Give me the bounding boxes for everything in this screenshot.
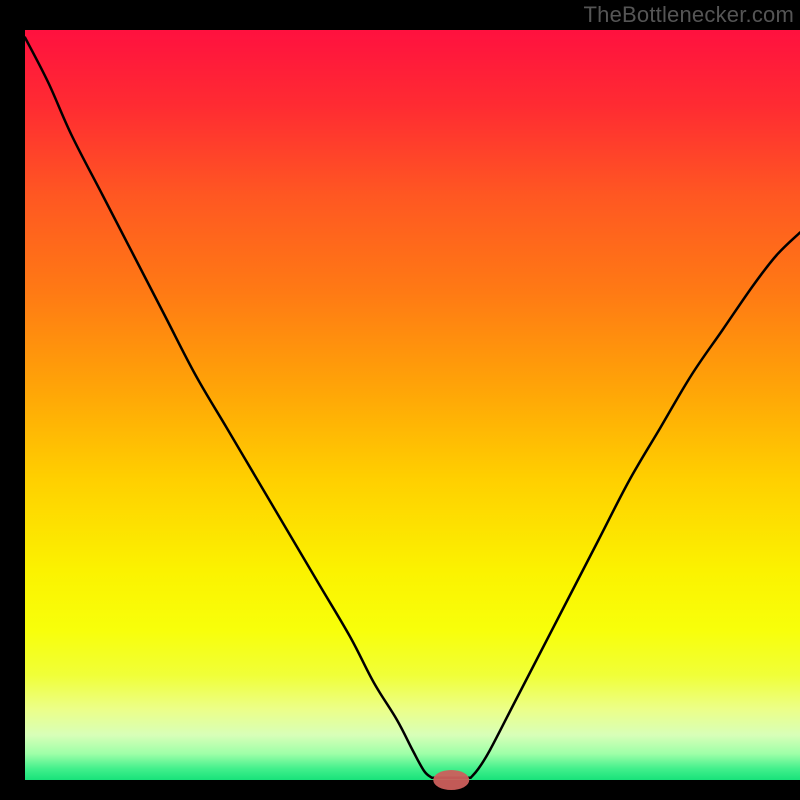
- plot-background: [25, 30, 800, 780]
- watermark-text: TheBottlenecker.com: [584, 2, 794, 28]
- bottleneck-chart: [0, 0, 800, 800]
- optimum-marker: [433, 770, 469, 790]
- chart-container: TheBottlenecker.com: [0, 0, 800, 800]
